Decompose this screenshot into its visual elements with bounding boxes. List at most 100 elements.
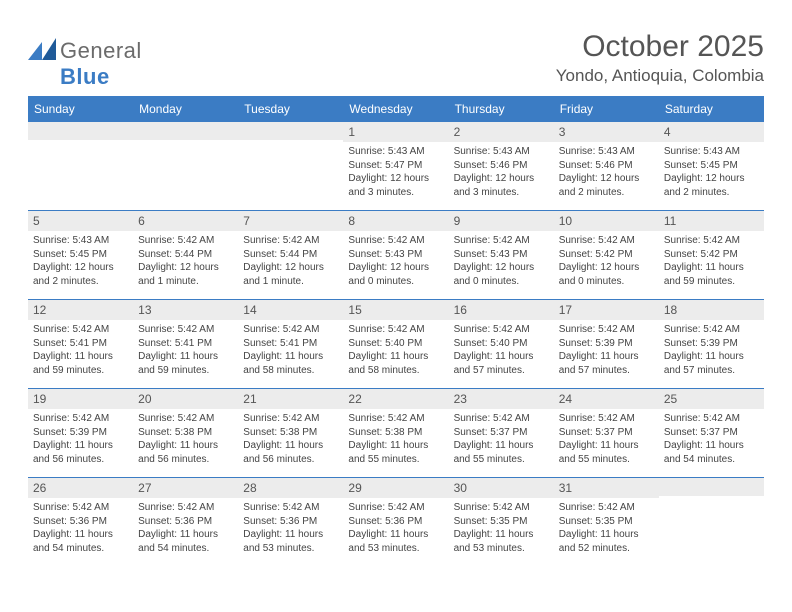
calendar-cell: 11Sunrise: 5:42 AMSunset: 5:42 PMDayligh… [659,211,764,300]
calendar-cell: 24Sunrise: 5:42 AMSunset: 5:37 PMDayligh… [554,389,659,478]
day-number: 22 [343,389,448,409]
calendar-cell: 16Sunrise: 5:42 AMSunset: 5:40 PMDayligh… [449,300,554,389]
dow-sun: Sunday [28,97,133,122]
calendar-cell [133,122,238,211]
dow-fri: Friday [554,97,659,122]
day-info: Sunrise: 5:42 AMSunset: 5:37 PMDaylight:… [554,409,659,470]
day-info: Sunrise: 5:42 AMSunset: 5:40 PMDaylight:… [343,320,448,381]
day-number: 16 [449,300,554,320]
dow-sat: Saturday [659,97,764,122]
day-info: Sunrise: 5:42 AMSunset: 5:39 PMDaylight:… [28,409,133,470]
logo-word-2: Blue [60,64,110,89]
day-info: Sunrise: 5:42 AMSunset: 5:41 PMDaylight:… [133,320,238,381]
day-number: 3 [554,122,659,142]
day-info: Sunrise: 5:42 AMSunset: 5:44 PMDaylight:… [238,231,343,292]
logo-text: GeneralBlue [60,38,142,90]
day-info: Sunrise: 5:43 AMSunset: 5:45 PMDaylight:… [28,231,133,292]
day-number: 17 [554,300,659,320]
day-info: Sunrise: 5:42 AMSunset: 5:38 PMDaylight:… [133,409,238,470]
calendar-cell: 2Sunrise: 5:43 AMSunset: 5:46 PMDaylight… [449,122,554,211]
day-info: Sunrise: 5:43 AMSunset: 5:46 PMDaylight:… [554,142,659,203]
empty-day [238,122,343,140]
calendar-cell: 7Sunrise: 5:42 AMSunset: 5:44 PMDaylight… [238,211,343,300]
day-info: Sunrise: 5:42 AMSunset: 5:41 PMDaylight:… [238,320,343,381]
day-number: 2 [449,122,554,142]
calendar-cell: 5Sunrise: 5:43 AMSunset: 5:45 PMDaylight… [28,211,133,300]
calendar-cell: 18Sunrise: 5:42 AMSunset: 5:39 PMDayligh… [659,300,764,389]
day-number: 9 [449,211,554,231]
day-info: Sunrise: 5:42 AMSunset: 5:36 PMDaylight:… [238,498,343,559]
calendar-cell: 13Sunrise: 5:42 AMSunset: 5:41 PMDayligh… [133,300,238,389]
day-info: Sunrise: 5:42 AMSunset: 5:42 PMDaylight:… [554,231,659,292]
day-info: Sunrise: 5:42 AMSunset: 5:37 PMDaylight:… [659,409,764,470]
day-number: 18 [659,300,764,320]
day-number: 6 [133,211,238,231]
day-number: 23 [449,389,554,409]
day-info: Sunrise: 5:42 AMSunset: 5:40 PMDaylight:… [449,320,554,381]
day-info: Sunrise: 5:43 AMSunset: 5:47 PMDaylight:… [343,142,448,203]
day-info: Sunrise: 5:43 AMSunset: 5:46 PMDaylight:… [449,142,554,203]
logo-word-1: General [60,38,142,63]
day-number: 13 [133,300,238,320]
day-info: Sunrise: 5:42 AMSunset: 5:44 PMDaylight:… [133,231,238,292]
day-info: Sunrise: 5:42 AMSunset: 5:39 PMDaylight:… [554,320,659,381]
calendar-cell: 26Sunrise: 5:42 AMSunset: 5:36 PMDayligh… [28,478,133,567]
day-info: Sunrise: 5:43 AMSunset: 5:45 PMDaylight:… [659,142,764,203]
day-number: 14 [238,300,343,320]
header: GeneralBlue October 2025 Yondo, Antioqui… [28,22,764,96]
location-subtitle: Yondo, Antioquia, Colombia [556,66,764,86]
dow-thu: Thursday [449,97,554,122]
day-number: 26 [28,478,133,498]
calendar-body: 1Sunrise: 5:43 AMSunset: 5:47 PMDaylight… [28,122,764,567]
day-info: Sunrise: 5:42 AMSunset: 5:35 PMDaylight:… [554,498,659,559]
day-info: Sunrise: 5:42 AMSunset: 5:42 PMDaylight:… [659,231,764,292]
dow-wed: Wednesday [343,97,448,122]
empty-day [133,122,238,140]
day-number: 31 [554,478,659,498]
day-number: 27 [133,478,238,498]
calendar-cell [238,122,343,211]
day-number: 25 [659,389,764,409]
day-number: 29 [343,478,448,498]
calendar-cell: 20Sunrise: 5:42 AMSunset: 5:38 PMDayligh… [133,389,238,478]
calendar-cell: 1Sunrise: 5:43 AMSunset: 5:47 PMDaylight… [343,122,448,211]
day-info: Sunrise: 5:42 AMSunset: 5:36 PMDaylight:… [133,498,238,559]
calendar-week-row: 19Sunrise: 5:42 AMSunset: 5:39 PMDayligh… [28,389,764,478]
calendar-cell: 30Sunrise: 5:42 AMSunset: 5:35 PMDayligh… [449,478,554,567]
day-info: Sunrise: 5:42 AMSunset: 5:37 PMDaylight:… [449,409,554,470]
day-number: 15 [343,300,448,320]
calendar-cell: 23Sunrise: 5:42 AMSunset: 5:37 PMDayligh… [449,389,554,478]
day-info: Sunrise: 5:42 AMSunset: 5:43 PMDaylight:… [449,231,554,292]
calendar-cell: 25Sunrise: 5:42 AMSunset: 5:37 PMDayligh… [659,389,764,478]
day-number: 7 [238,211,343,231]
day-info: Sunrise: 5:42 AMSunset: 5:41 PMDaylight:… [28,320,133,381]
calendar-cell: 12Sunrise: 5:42 AMSunset: 5:41 PMDayligh… [28,300,133,389]
title-block: October 2025 Yondo, Antioquia, Colombia [556,22,764,96]
empty-day [659,478,764,496]
logo: GeneralBlue [28,22,142,90]
calendar-cell: 29Sunrise: 5:42 AMSunset: 5:36 PMDayligh… [343,478,448,567]
calendar-week-row: 1Sunrise: 5:43 AMSunset: 5:47 PMDaylight… [28,122,764,211]
calendar-cell: 10Sunrise: 5:42 AMSunset: 5:42 PMDayligh… [554,211,659,300]
calendar-cell: 28Sunrise: 5:42 AMSunset: 5:36 PMDayligh… [238,478,343,567]
calendar-cell [659,478,764,567]
dow-mon: Monday [133,97,238,122]
day-number: 21 [238,389,343,409]
calendar-week-row: 12Sunrise: 5:42 AMSunset: 5:41 PMDayligh… [28,300,764,389]
day-number: 28 [238,478,343,498]
calendar-cell: 4Sunrise: 5:43 AMSunset: 5:45 PMDaylight… [659,122,764,211]
calendar-cell: 17Sunrise: 5:42 AMSunset: 5:39 PMDayligh… [554,300,659,389]
day-number: 19 [28,389,133,409]
calendar-cell: 3Sunrise: 5:43 AMSunset: 5:46 PMDaylight… [554,122,659,211]
day-info: Sunrise: 5:42 AMSunset: 5:36 PMDaylight:… [343,498,448,559]
month-title: October 2025 [556,30,764,64]
day-info: Sunrise: 5:42 AMSunset: 5:35 PMDaylight:… [449,498,554,559]
day-number: 8 [343,211,448,231]
calendar-cell: 6Sunrise: 5:42 AMSunset: 5:44 PMDaylight… [133,211,238,300]
calendar-cell: 27Sunrise: 5:42 AMSunset: 5:36 PMDayligh… [133,478,238,567]
day-number: 20 [133,389,238,409]
empty-day [28,122,133,140]
day-number: 30 [449,478,554,498]
calendar-cell: 15Sunrise: 5:42 AMSunset: 5:40 PMDayligh… [343,300,448,389]
day-info: Sunrise: 5:42 AMSunset: 5:39 PMDaylight:… [659,320,764,381]
